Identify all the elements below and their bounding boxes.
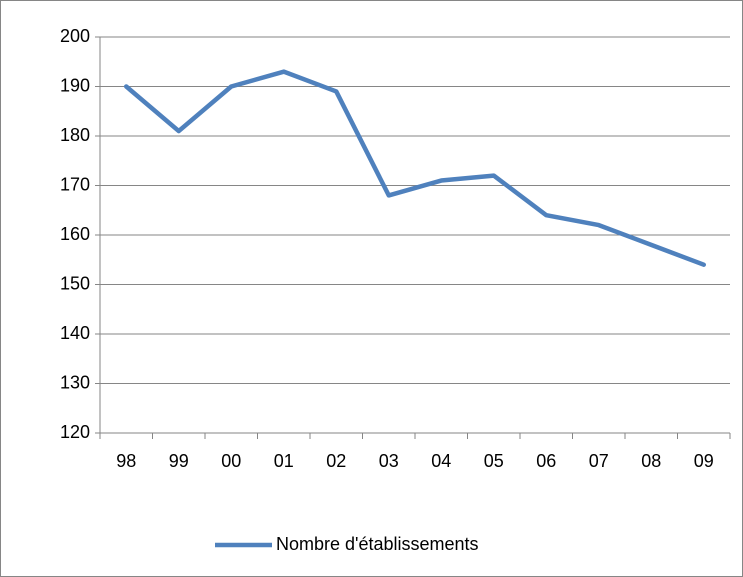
x-tick-label: 02 (326, 451, 346, 471)
x-tick-label: 07 (589, 451, 609, 471)
y-tick-label: 190 (60, 75, 90, 95)
data-line (124, 69, 706, 267)
y-tick-label: 140 (60, 323, 90, 343)
y-tick-label: 200 (60, 26, 90, 46)
y-tick-label: 160 (60, 224, 90, 244)
x-tick-label: 01 (274, 451, 294, 471)
x-tick-label: 06 (536, 451, 556, 471)
x-tick-label: 09 (694, 451, 714, 471)
x-tick-label: 05 (484, 451, 504, 471)
y-tick-label: 130 (60, 372, 90, 392)
y-tick-label: 170 (60, 174, 90, 194)
y-tick-label: 120 (60, 422, 90, 442)
legend-label: Nombre d'établissements (276, 534, 479, 554)
y-tick-label: 180 (60, 125, 90, 145)
x-tick-label: 99 (169, 451, 189, 471)
y-tick-label: 150 (60, 273, 90, 293)
x-tick-label: 04 (431, 451, 451, 471)
x-tick-label: 08 (641, 451, 661, 471)
x-tick-label: 03 (379, 451, 399, 471)
x-tick-label: 00 (221, 451, 241, 471)
x-tick-label: 98 (116, 451, 136, 471)
